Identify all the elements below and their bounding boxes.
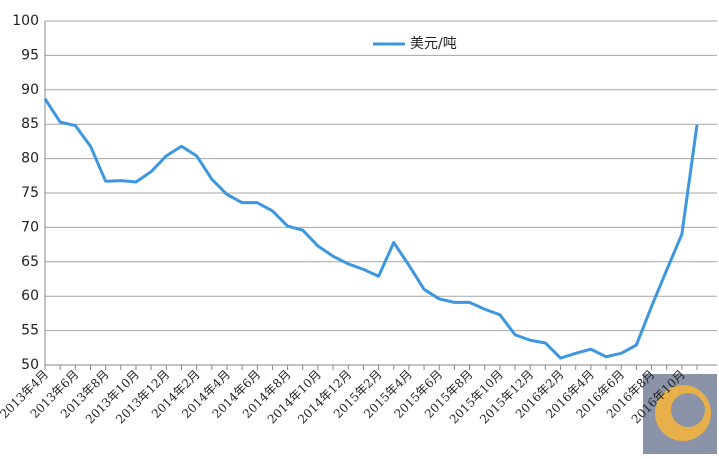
y-tick-label: 55	[21, 323, 39, 339]
y-tick-label: 70	[21, 219, 39, 235]
y-tick-label: 80	[21, 151, 39, 167]
y-tick-label: 50	[21, 357, 39, 373]
y-tick-label: 65	[21, 254, 39, 270]
y-tick-label: 60	[21, 288, 39, 304]
y-tick-label: 75	[21, 185, 39, 201]
y-tick-label: 100	[12, 13, 39, 29]
line-series	[43, 97, 699, 360]
y-tick-label: 85	[21, 116, 39, 132]
y-tick-label: 90	[21, 82, 39, 98]
logo-hole	[671, 393, 705, 427]
y-tick-label: 95	[21, 47, 39, 63]
watermark-logo	[643, 374, 717, 454]
legend-label: 美元/吨	[410, 36, 457, 52]
